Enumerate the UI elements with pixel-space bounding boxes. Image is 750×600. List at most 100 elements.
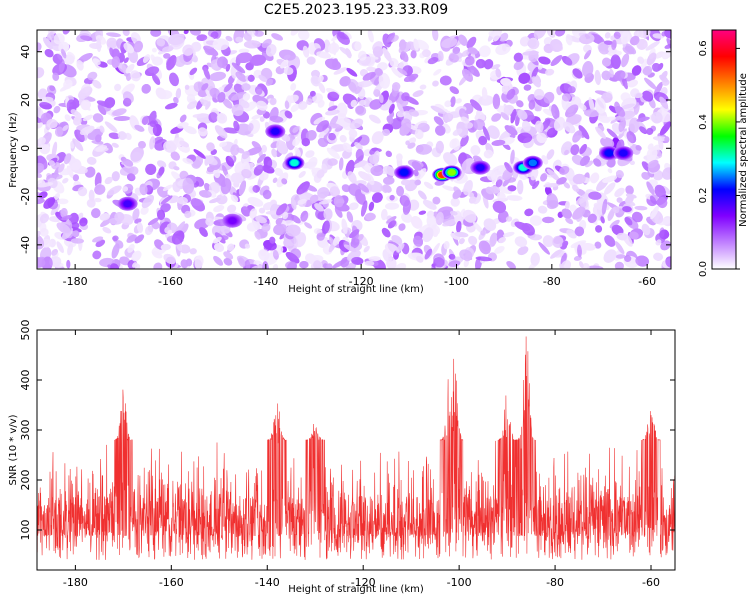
- heatmap-cell: [561, 208, 572, 219]
- heatmap-cell: [123, 42, 134, 54]
- heatmap-cell: [276, 140, 288, 155]
- heatmap-cell: [304, 222, 313, 229]
- heatmap-cell: [149, 120, 157, 127]
- heatmap-cell: [64, 54, 75, 65]
- heatmap-cell: [194, 255, 204, 269]
- heatmap-cell: [537, 205, 548, 214]
- spectrogram-x-label: Height of straight line (km): [288, 284, 424, 295]
- heatmap-cell: [537, 64, 543, 70]
- heatmap-cell: [94, 184, 106, 195]
- heatmap-cell: [223, 251, 234, 260]
- heatmap-cell: [235, 36, 244, 43]
- heatmap-cell: [636, 38, 648, 50]
- heatmap-cell: [251, 114, 262, 120]
- heatmap-cell: [292, 126, 300, 134]
- heatmap-cell: [127, 243, 135, 253]
- heatmap-cell: [336, 31, 350, 45]
- heatmap-cell: [449, 210, 458, 216]
- heatmap-cell: [189, 248, 197, 255]
- heatmap-cell: [543, 91, 555, 104]
- heatmap-cell: [306, 56, 316, 65]
- heatmap-cell: [280, 59, 289, 69]
- heatmap-cell: [54, 193, 60, 200]
- heatmap-cell: [546, 149, 555, 160]
- heatmap-cell: [314, 203, 324, 212]
- heatmap-cell: [502, 231, 515, 238]
- heatmap-cell: [174, 55, 186, 68]
- heatmap-cell: [612, 206, 620, 214]
- heatmap-cell: [496, 191, 506, 201]
- heatmap-cell: [104, 176, 113, 185]
- heatmap-cell: [169, 72, 179, 87]
- heatmap-cell: [130, 70, 141, 82]
- heatmap-cell: [517, 132, 533, 144]
- heatmap-cell: [482, 193, 489, 209]
- heatmap-cell: [184, 210, 192, 219]
- heatmap-cell: [407, 142, 416, 149]
- heatmap-cell: [514, 236, 528, 248]
- heatmap-cell: [305, 253, 317, 264]
- heatmap-cell: [328, 122, 342, 129]
- heatmap-cell: [123, 57, 129, 64]
- heatmap-cell: [37, 67, 45, 79]
- heatmap-cell: [469, 99, 483, 112]
- heatmap-cell: [368, 256, 381, 262]
- heatmap-cell: [432, 80, 439, 87]
- heatmap-cell: [485, 186, 494, 195]
- heatmap-cell: [134, 234, 145, 244]
- heatmap-cell: [61, 215, 72, 221]
- heatmap-cell: [433, 116, 444, 126]
- heatmap-cell: [49, 85, 56, 92]
- colorbar-tick-label: 0.6: [698, 40, 709, 56]
- heatmap-hotspot: [619, 149, 628, 157]
- heatmap-cell: [385, 202, 400, 210]
- heatmap-cell: [183, 30, 189, 35]
- heatmap-cell: [79, 125, 95, 136]
- heatmap-cell: [561, 56, 573, 66]
- heatmap-cell: [523, 84, 532, 91]
- heatmap-cell: [220, 225, 231, 234]
- heatmap-cell: [325, 58, 341, 70]
- heatmap-cell: [530, 168, 539, 181]
- heatmap-cell: [348, 129, 358, 138]
- heatmap-cell: [107, 185, 122, 196]
- heatmap-cell: [141, 194, 154, 209]
- heatmap-cell: [588, 191, 602, 200]
- heatmap-cell: [627, 79, 638, 88]
- heatmap-cell: [664, 30, 671, 39]
- heatmap-cell: [416, 255, 424, 263]
- heatmap-cell: [411, 161, 422, 171]
- heatmap-cell: [179, 114, 187, 123]
- heatmap-cell: [222, 98, 233, 109]
- heatmap-cell: [492, 93, 501, 110]
- heatmap-cell: [246, 222, 258, 232]
- heatmap-cell: [584, 109, 600, 118]
- heatmap-cell: [186, 93, 196, 104]
- heatmap-cell: [506, 88, 516, 100]
- heatmap-cell: [414, 168, 427, 182]
- heatmap-cell: [58, 41, 70, 53]
- heatmap-cell: [256, 100, 268, 111]
- heatmap-cell: [454, 231, 469, 238]
- heatmap-cell: [576, 193, 590, 205]
- heatmap-cell: [340, 256, 350, 268]
- heatmap-cell: [654, 184, 666, 199]
- heatmap-cell: [87, 71, 98, 81]
- heatmap-cell: [342, 142, 353, 153]
- heatmap-cell: [122, 97, 132, 107]
- heatmap-cell: [602, 57, 611, 67]
- heatmap-cell: [452, 46, 461, 55]
- heatmap-cell: [273, 223, 288, 236]
- heatmap-cell: [247, 74, 255, 82]
- heatmap-cell: [584, 49, 592, 60]
- heatmap-cell: [479, 45, 491, 58]
- heatmap-cell: [395, 263, 407, 269]
- heatmap-cell: [249, 208, 257, 219]
- heatmap-cell: [594, 241, 602, 249]
- heatmap-cell: [536, 132, 547, 144]
- heatmap-cell: [396, 185, 405, 197]
- heatmap-cell: [552, 235, 564, 248]
- heatmap-cell: [449, 86, 459, 95]
- heatmap-cell: [530, 252, 540, 266]
- heatmap-cell: [374, 68, 383, 76]
